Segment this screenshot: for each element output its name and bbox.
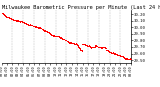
Text: Milwaukee Barometric Pressure per Minute (Last 24 Hours): Milwaukee Barometric Pressure per Minute… bbox=[2, 5, 160, 10]
